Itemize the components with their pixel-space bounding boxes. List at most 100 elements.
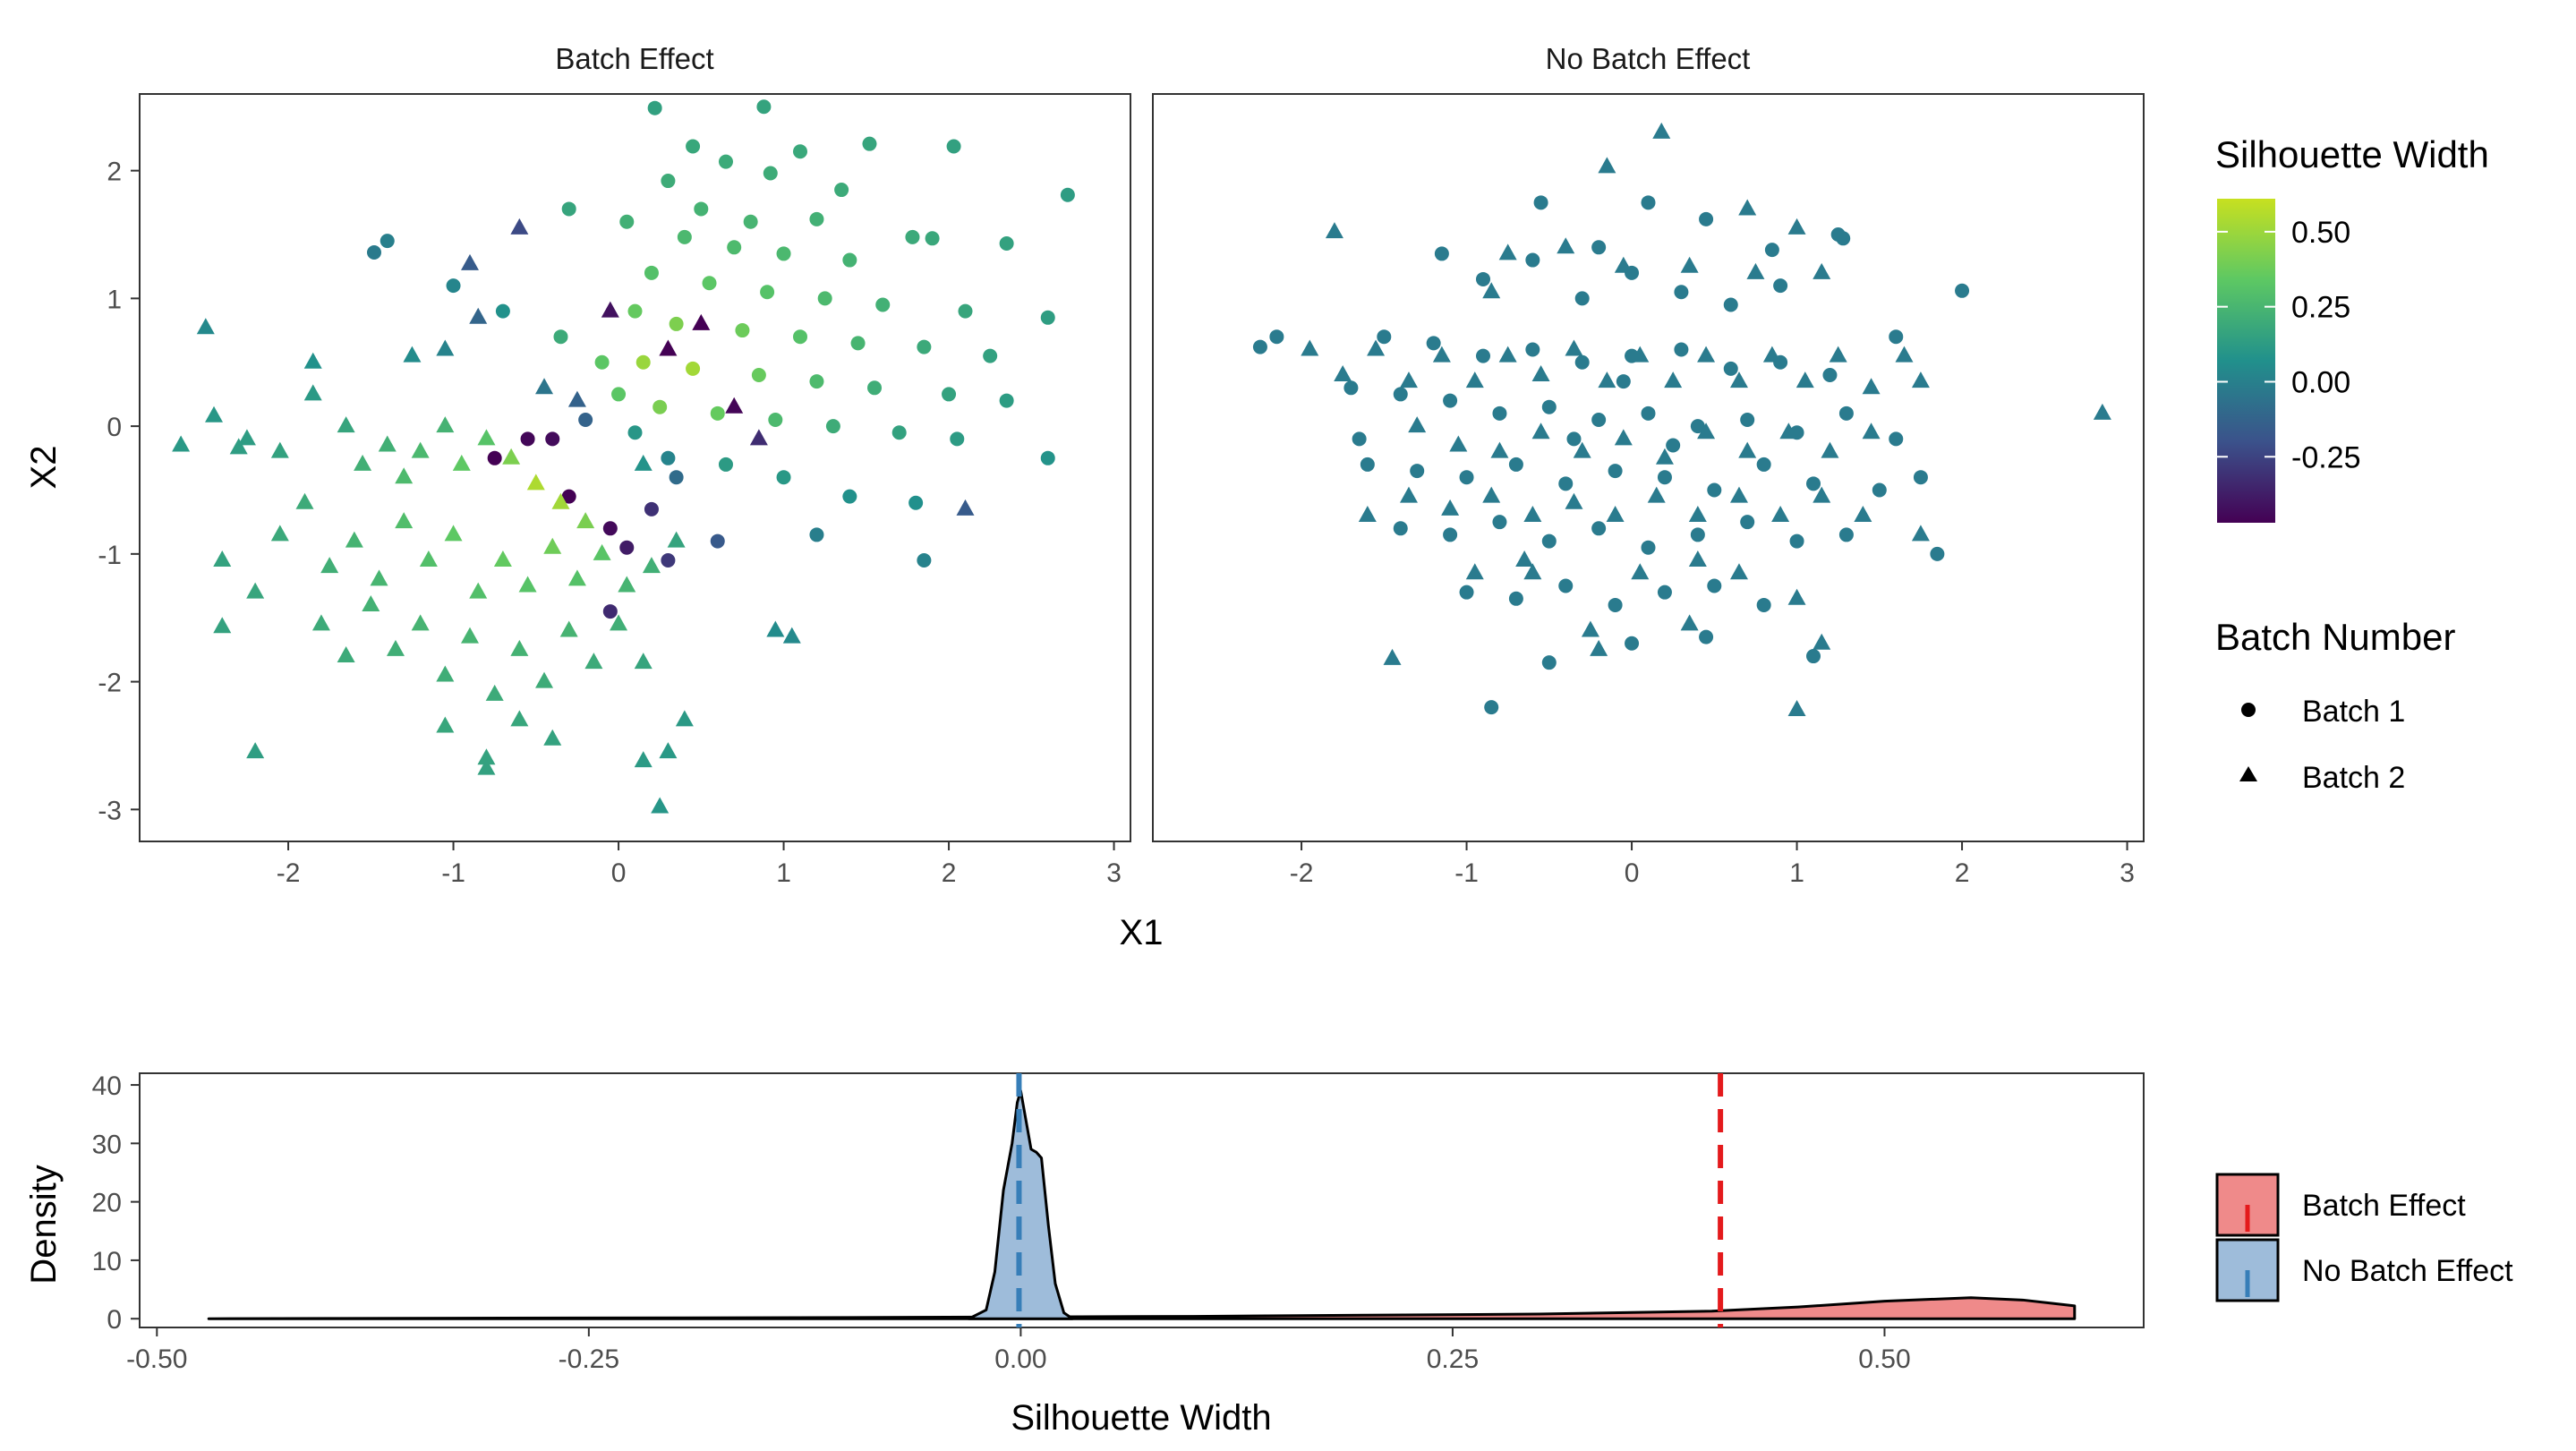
data-point-circle [1434, 246, 1449, 261]
data-point-triangle [1655, 448, 1674, 465]
data-point-circle [809, 527, 824, 542]
data-point-triangle [1498, 243, 1517, 260]
data-point-triangle [567, 569, 586, 586]
data-point-circle [1806, 476, 1821, 491]
data-point-triangle [1581, 620, 1599, 637]
legend-item-no-batch-effect: No Batch Effect [2302, 1254, 2513, 1288]
data-point-triangle [551, 492, 570, 509]
data-point-circle [983, 348, 998, 363]
data-point-triangle [1911, 525, 1930, 542]
data-point-triangle [320, 557, 339, 574]
data-point-triangle [403, 346, 422, 363]
data-point-triangle [1449, 435, 1468, 452]
data-point-circle [718, 154, 733, 169]
x-tick-label: -1 [1454, 858, 1479, 888]
data-point-circle [862, 136, 877, 151]
data-point-circle [735, 323, 750, 338]
data-point-triangle [1652, 122, 1671, 139]
data-point-circle [1574, 291, 1590, 306]
data-point-circle [1608, 464, 1623, 479]
data-point-triangle [1573, 441, 1591, 458]
data-point-triangle [667, 531, 686, 548]
data-point-circle [756, 99, 772, 115]
data-point-circle [710, 533, 725, 549]
data-point-circle [1508, 591, 1523, 606]
data-point-circle [727, 240, 742, 255]
data-point-triangle [362, 594, 380, 611]
data-point-circle [1756, 457, 1771, 472]
data-point-circle [1352, 431, 1367, 447]
data-point-circle [627, 425, 643, 440]
y-tick-label: -1 [98, 541, 122, 570]
data-point-circle [1343, 380, 1359, 396]
data-point-circle [1930, 546, 1945, 561]
data-point-circle [1360, 457, 1375, 472]
data-point-triangle [1482, 282, 1501, 299]
data-point-triangle [237, 429, 256, 446]
data-point-circle [743, 214, 758, 229]
data-point-circle [1657, 470, 1672, 485]
legend-title-silhouette-width: Silhouette Width [2215, 133, 2489, 175]
data-point-circle [1393, 521, 1408, 536]
data-point-triangle [1565, 492, 1583, 509]
data-point-triangle [270, 441, 289, 458]
data-point-circle [366, 244, 381, 260]
data-point-triangle [485, 684, 504, 701]
data-point-circle [677, 229, 692, 244]
data-point-triangle [1762, 346, 1781, 363]
data-point-triangle [303, 384, 322, 401]
data-point-triangle [1531, 422, 1550, 440]
y-axis-title: X2 [24, 446, 64, 490]
density-y-tick-label: 30 [92, 1130, 122, 1159]
y-tick-label: -3 [98, 796, 122, 825]
data-point-circle [1443, 393, 1458, 408]
data-point-triangle [1606, 506, 1625, 523]
x-tick-label: -2 [277, 858, 301, 888]
data-point-circle [908, 495, 924, 510]
data-point-triangle [1738, 441, 1757, 458]
data-point-triangle [469, 582, 488, 599]
data-point-triangle [386, 639, 405, 656]
data-point-triangle [196, 318, 215, 335]
data-point-triangle [1729, 486, 1748, 503]
data-point-triangle [1895, 346, 1914, 363]
data-point-triangle [659, 339, 678, 356]
data-point-triangle [1631, 563, 1650, 580]
data-point-triangle [354, 454, 372, 471]
density-x-tick-label: 0.00 [994, 1344, 1046, 1374]
data-point-triangle [1697, 422, 1716, 440]
data-point-circle [661, 450, 676, 465]
data-point-triangle [1367, 339, 1386, 356]
data-point-circle [1674, 285, 1689, 300]
data-point-circle [1541, 533, 1557, 549]
data-point-circle [1838, 405, 1854, 421]
data-point-triangle [782, 627, 801, 644]
data-point-circle [776, 470, 791, 485]
data-point-triangle [1779, 422, 1798, 440]
panel-density [139, 1072, 2145, 1328]
data-point-triangle [1813, 262, 1831, 279]
x-tick-label: 3 [2120, 858, 2135, 888]
data-point-circle [1426, 336, 1441, 351]
density-area-batch-effect [207, 1296, 2077, 1320]
data-point-circle [760, 285, 775, 300]
data-point-triangle [477, 758, 496, 775]
data-point-circle [1591, 240, 1607, 255]
data-point-circle [1913, 470, 1928, 485]
data-point-circle [1740, 412, 1755, 427]
data-point-circle [611, 387, 627, 402]
data-point-circle [917, 552, 932, 568]
data-point-circle [842, 252, 857, 268]
colorbar-tick-label: 0.50 [2291, 216, 2350, 250]
data-point-circle [644, 501, 659, 516]
data-point-circle [1872, 482, 1887, 498]
data-point-triangle [559, 620, 578, 637]
x-tick-label: -2 [1290, 858, 1314, 888]
data-point-circle [1492, 405, 1507, 421]
panel-batch-effect [139, 93, 1131, 842]
data-point-circle [1060, 187, 1075, 202]
data-point-triangle [2093, 403, 2111, 420]
data-point-circle [793, 144, 807, 159]
data-point-triangle [205, 405, 224, 422]
data-point-circle [825, 419, 840, 434]
